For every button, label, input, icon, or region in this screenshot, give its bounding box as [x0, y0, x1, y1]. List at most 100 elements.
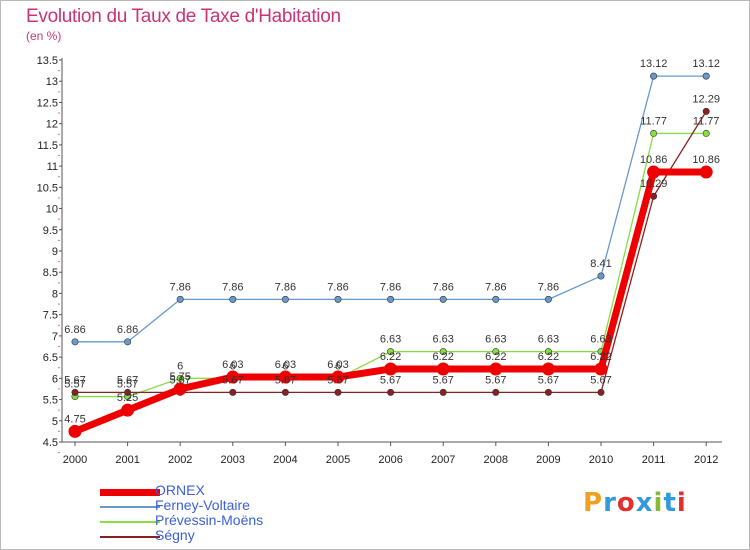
data-point	[229, 388, 237, 396]
data-point	[650, 192, 658, 200]
data-point	[281, 295, 289, 303]
data-label: 6.22	[432, 351, 453, 363]
data-point	[331, 370, 345, 384]
y-tick-label: 6	[52, 373, 58, 385]
data-point	[278, 370, 292, 384]
chart-title: Evolution du Taux de Taxe d'Habitation	[26, 6, 341, 27]
data-label: 5.57	[64, 379, 85, 391]
data-label: 6.63	[485, 334, 506, 346]
data-label: 6.22	[485, 351, 506, 363]
data-point	[176, 374, 184, 382]
data-label: 6	[282, 360, 288, 372]
y-tick-label: 6.5	[43, 352, 58, 364]
x-tick-label: 2010	[589, 454, 613, 466]
data-point	[597, 388, 605, 396]
data-label: 6.22	[590, 351, 611, 363]
data-point	[702, 129, 710, 137]
data-label: 6.22	[380, 351, 401, 363]
data-point	[594, 362, 608, 376]
data-point	[489, 362, 503, 376]
legend-label: Ferney-Voltaire	[155, 497, 250, 513]
logo-letter: r	[603, 488, 617, 518]
data-label: 4.75	[64, 413, 85, 425]
logo-letter: o	[616, 488, 636, 518]
y-tick-label: 8	[52, 288, 58, 300]
y-tick-label: 12	[46, 119, 58, 131]
data-point	[281, 388, 289, 396]
y-tick-label: 9	[52, 246, 58, 258]
y-tick-label: 8.5	[43, 267, 58, 279]
y-tick-label: 13.5	[37, 55, 58, 67]
data-label: 13.12	[640, 58, 668, 70]
data-label: 5.67	[64, 374, 85, 386]
data-point	[702, 72, 710, 80]
data-point	[334, 388, 342, 396]
data-point	[699, 165, 713, 179]
data-point	[544, 348, 552, 356]
proxiti-logo: Proxiti	[583, 488, 687, 518]
data-label: 7.86	[538, 281, 559, 293]
y-tick-label: 5.5	[43, 395, 58, 407]
data-label: 8.41	[590, 258, 611, 270]
legend-swatch	[100, 506, 160, 508]
y-tick-label: 13	[46, 76, 58, 88]
data-label: 11.77	[693, 115, 720, 127]
data-label: 5.67	[327, 374, 348, 386]
data-point	[702, 107, 710, 115]
y-tick-label: 4.5	[43, 437, 58, 449]
data-label: 5.75	[169, 371, 190, 383]
data-point	[492, 295, 500, 303]
x-tick-label: 2004	[273, 454, 297, 466]
x-tick-label: 2012	[694, 454, 718, 466]
data-label: 5.67	[485, 374, 506, 386]
data-point	[544, 388, 552, 396]
data-point	[541, 362, 555, 376]
x-tick-label: 2008	[484, 454, 508, 466]
data-label: 5.67	[117, 374, 138, 386]
y-tick-label: 12.5	[37, 97, 58, 109]
data-point	[439, 388, 447, 396]
data-label: 7.86	[275, 281, 296, 293]
legend-swatch	[100, 536, 160, 538]
data-label: 5.67	[380, 374, 401, 386]
data-label: 7.86	[485, 281, 506, 293]
logo-letter: P	[583, 488, 604, 518]
data-point	[544, 295, 552, 303]
logo-letter: t	[663, 488, 677, 518]
data-point	[384, 362, 398, 376]
data-label: 7.86	[327, 281, 348, 293]
data-label: 5.57	[117, 379, 138, 391]
data-label: 5.67	[538, 374, 559, 386]
data-label: 5.67	[222, 374, 243, 386]
y-tick-label: 7	[52, 331, 58, 343]
data-point	[124, 338, 132, 346]
legend-swatch	[100, 489, 160, 496]
data-point	[121, 403, 135, 417]
logo-letter: i	[676, 488, 687, 518]
data-label: 12.29	[692, 93, 720, 105]
data-point	[436, 362, 450, 376]
data-label: 11.77	[640, 115, 667, 127]
data-label: 6.03	[327, 359, 348, 371]
legend-label: Prévessin-Moëns	[155, 512, 264, 528]
x-tick-label: 2007	[431, 454, 455, 466]
x-tick-label: 2001	[115, 454, 139, 466]
data-point	[173, 382, 187, 396]
x-tick-label: 2009	[536, 454, 560, 466]
legend-swatch	[100, 521, 160, 523]
y-tick-label: 9.5	[43, 225, 58, 237]
x-tick-label: 2002	[168, 454, 192, 466]
legend-label: Ségny	[155, 527, 195, 543]
data-label: 6.03	[222, 359, 243, 371]
logo-letter: x	[635, 488, 654, 518]
data-label: 7.86	[222, 281, 243, 293]
data-label: 7.86	[169, 281, 190, 293]
data-point	[439, 295, 447, 303]
data-label: 5.25	[117, 392, 138, 404]
data-point	[439, 348, 447, 356]
data-point	[71, 388, 79, 396]
data-label: 6.86	[64, 324, 85, 336]
data-label: 6	[177, 360, 183, 372]
data-point	[492, 348, 500, 356]
data-label: 5.67	[275, 374, 296, 386]
